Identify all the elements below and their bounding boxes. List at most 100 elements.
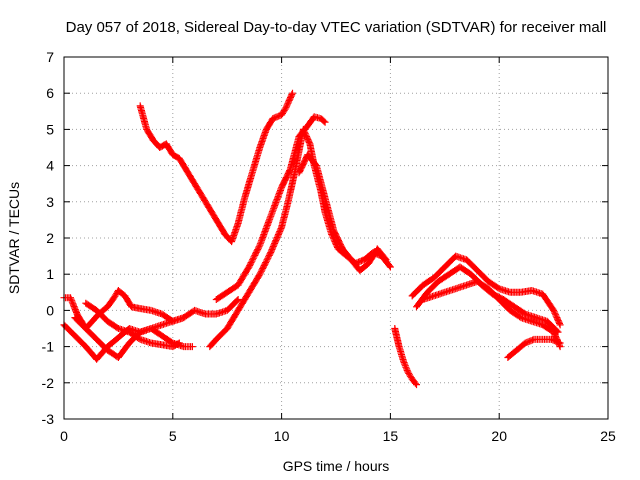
data-point [215, 219, 218, 221]
data-point [546, 320, 548, 323]
series-markers-5 [136, 89, 296, 246]
data-point [158, 146, 161, 149]
data-point [172, 153, 174, 156]
data-point [161, 324, 163, 326]
data-point [422, 298, 424, 301]
data-point [280, 226, 283, 228]
data-point [237, 284, 239, 286]
data-point [84, 302, 87, 304]
data-point [306, 153, 309, 156]
data-point [259, 244, 261, 247]
data-point [552, 309, 555, 312]
data-point [367, 262, 370, 265]
data-point [91, 320, 94, 323]
data-point [398, 345, 400, 348]
y-tick-label-4: 1 [46, 266, 54, 282]
data-point [139, 338, 141, 341]
data-point [269, 251, 272, 254]
series-arc-4 [82, 299, 183, 351]
data-point [128, 331, 131, 333]
data-point [411, 295, 413, 297]
series-arc-7 [212, 113, 329, 303]
data-point [178, 157, 181, 160]
data-point [531, 289, 533, 292]
data-point [208, 345, 211, 348]
data-point [422, 284, 424, 286]
data-point [161, 313, 163, 315]
x-tick-label-3: 15 [383, 428, 399, 444]
data-point [204, 201, 207, 203]
data-point [498, 287, 501, 290]
data-point [415, 383, 418, 386]
y-tick-label-9: 6 [46, 85, 54, 101]
data-point [363, 258, 366, 261]
data-point [415, 305, 418, 308]
x-axis-label: GPS time / hours [283, 458, 390, 474]
data-point [106, 305, 109, 308]
y-tick-label-0: -3 [42, 411, 55, 427]
data-point [444, 266, 446, 268]
data-point [128, 342, 131, 344]
data-point [470, 273, 472, 276]
data-point [117, 356, 120, 359]
data-point [315, 164, 318, 167]
data-point [74, 334, 76, 337]
y-tick-label-2: -1 [42, 339, 55, 355]
data-point [259, 146, 261, 149]
data-point [226, 327, 228, 330]
data-point [172, 320, 174, 323]
data-point [524, 342, 527, 344]
data-point [541, 293, 544, 295]
data-point [324, 121, 326, 123]
data-point [95, 309, 98, 312]
data-point [150, 327, 152, 330]
data-point [293, 172, 296, 174]
data-point [287, 201, 289, 203]
data-point [161, 343, 163, 346]
data-point [285, 106, 287, 109]
y-tick-label-1: -2 [42, 375, 55, 391]
data-point [509, 309, 511, 312]
data-point [226, 309, 228, 312]
data-point [507, 356, 509, 359]
data-point [106, 349, 109, 352]
data-point [289, 168, 292, 171]
data-point [76, 313, 78, 315]
data-point [333, 229, 335, 232]
data-point [204, 313, 207, 315]
data-point [324, 197, 326, 199]
data-point [243, 197, 246, 199]
x-tick-label-5: 25 [600, 428, 616, 444]
data-point [193, 182, 196, 185]
data-point [531, 320, 533, 323]
data-point [193, 309, 196, 312]
data-point [139, 331, 141, 333]
data-point [84, 327, 87, 330]
data-point [298, 135, 300, 138]
data-point [359, 269, 361, 272]
data-point [139, 105, 141, 107]
data-point [426, 291, 429, 294]
data-point [448, 273, 450, 276]
data-point [130, 305, 133, 308]
data-point [280, 114, 283, 116]
y-tick-label-10: 7 [46, 49, 54, 65]
data-point [215, 298, 218, 301]
data-point [552, 331, 555, 333]
data-point [172, 345, 174, 348]
y-axis-label: SDTVAR / TECUs [6, 182, 22, 294]
data-point [459, 266, 461, 268]
data-point [313, 115, 316, 118]
data-point [337, 248, 339, 250]
data-point [265, 128, 268, 131]
data-point [150, 342, 152, 344]
data-point [248, 266, 250, 268]
data-point [215, 313, 218, 315]
series-arc-9 [391, 325, 420, 389]
data-point [520, 291, 522, 294]
data-point [226, 291, 228, 294]
data-point [145, 128, 148, 131]
series-markers-7 [212, 113, 329, 303]
data-point [559, 342, 561, 344]
y-tick-label-8: 5 [46, 121, 54, 137]
